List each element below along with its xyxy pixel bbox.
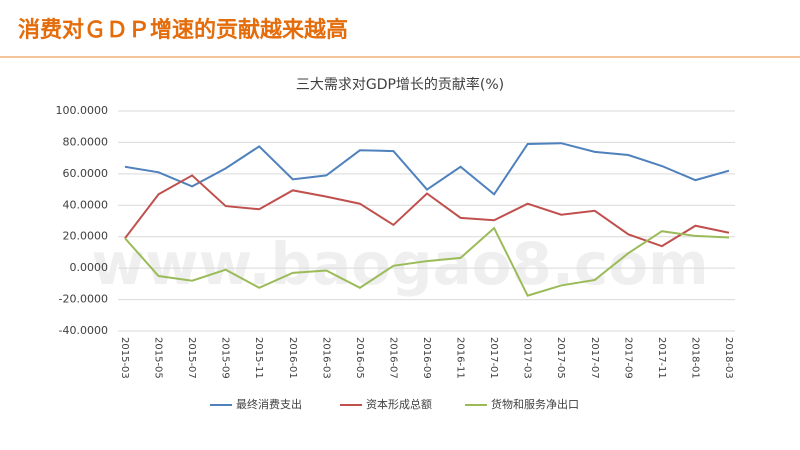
x-tick-label: 2016-03 xyxy=(320,337,331,379)
x-tick-label: 2015-03 xyxy=(119,337,130,379)
legend-label: 货物和服务净出口 xyxy=(491,397,579,411)
x-tick-label: 2015-05 xyxy=(153,337,164,379)
x-tick-label: 2017-01 xyxy=(488,337,499,379)
series-line xyxy=(124,174,730,248)
y-tick-label: 40.0000 xyxy=(63,198,109,211)
x-tick-label: 2017-11 xyxy=(656,337,667,379)
slide-title: 消费对ＧＤＰ增速的贡献越来越高 xyxy=(18,17,348,43)
chart-title: 三大需求对GDP增长的贡献率(%) xyxy=(296,76,504,93)
series-line xyxy=(124,226,730,297)
y-tick-label: -40.0000 xyxy=(59,324,108,337)
x-tick-label: 2016-09 xyxy=(421,337,432,379)
y-tick-label: 80.0000 xyxy=(63,135,109,148)
x-tick-label: 2016-01 xyxy=(287,337,298,379)
x-tick-label: 2015-11 xyxy=(253,337,264,379)
y-tick-label: 0.0000 xyxy=(70,261,109,274)
legend-label: 最终消费支出 xyxy=(236,397,302,411)
x-tick-label: 2015-09 xyxy=(220,337,231,379)
y-tick-label: 60.0000 xyxy=(63,167,109,180)
x-tick-label: 2016-07 xyxy=(387,337,398,379)
x-tick-label: 2017-05 xyxy=(555,337,566,379)
series-line xyxy=(124,142,730,196)
x-tick-label: 2018-03 xyxy=(723,337,734,379)
y-tick-label: 20.0000 xyxy=(63,230,109,243)
legend-label: 资本形成总额 xyxy=(366,397,432,411)
x-tick-label: 2017-09 xyxy=(622,337,633,379)
x-tick-label: 2018-01 xyxy=(689,337,700,379)
x-tick-label: 2016-11 xyxy=(455,337,466,379)
y-tick-label: -20.0000 xyxy=(59,293,108,306)
x-tick-label: 2017-03 xyxy=(522,337,533,379)
x-tick-label: 2017-07 xyxy=(589,337,600,379)
x-tick-label: 2016-05 xyxy=(354,337,365,379)
y-tick-label: 100.0000 xyxy=(56,104,109,117)
x-tick-label: 2015-07 xyxy=(186,337,197,379)
